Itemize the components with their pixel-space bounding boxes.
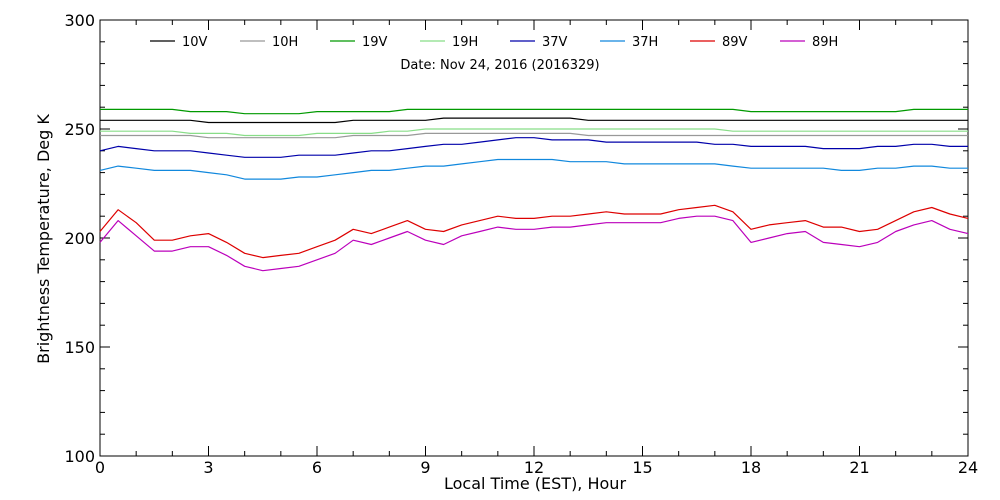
x-tick-label: 18 (741, 458, 761, 477)
series-line-19v (100, 108, 968, 115)
series-line-89v (99, 204, 969, 259)
series-line-10v (100, 117, 968, 124)
y-tick-label: 250 (64, 120, 95, 139)
y-tick-label: 200 (64, 229, 95, 248)
plot-frame (99, 19, 969, 457)
x-tick-label: 9 (420, 458, 430, 477)
x-tick-label: 15 (632, 458, 652, 477)
legend-label-89v: 89V (722, 35, 748, 50)
series-line-89h (99, 215, 969, 272)
legend-label-89h: 89H (812, 35, 838, 50)
x-tick-label: 12 (524, 458, 544, 477)
x-tick-label: 3 (203, 458, 213, 477)
x-tick-label: 6 (312, 458, 322, 477)
x-tick-label: 24 (958, 458, 978, 477)
x-tick-label: 21 (849, 458, 869, 477)
series-line-10h (100, 132, 968, 139)
series-line-37v (99, 137, 968, 158)
y-axis-title: Brightness Temperature, Deg K (34, 114, 53, 364)
chart-subtitle: Date: Nov 24, 2016 (2016329) (400, 58, 599, 73)
legend-label-10v: 10V (182, 35, 208, 50)
legend-label-19v: 19V (362, 35, 388, 50)
legend-label-10h: 10H (272, 35, 298, 50)
y-tick-label: 300 (64, 11, 95, 30)
x-tick-label: 0 (95, 458, 105, 477)
series-line-37h (99, 158, 968, 180)
legend-label-37v: 37V (542, 35, 568, 50)
y-tick-label: 100 (64, 447, 95, 466)
legend-label-37h: 37H (632, 35, 658, 50)
legend-label-19h: 19H (452, 35, 478, 50)
x-axis-title: Local Time (EST), Hour (444, 474, 626, 493)
series-line-19h (100, 128, 968, 137)
y-tick-label: 150 (64, 338, 95, 357)
